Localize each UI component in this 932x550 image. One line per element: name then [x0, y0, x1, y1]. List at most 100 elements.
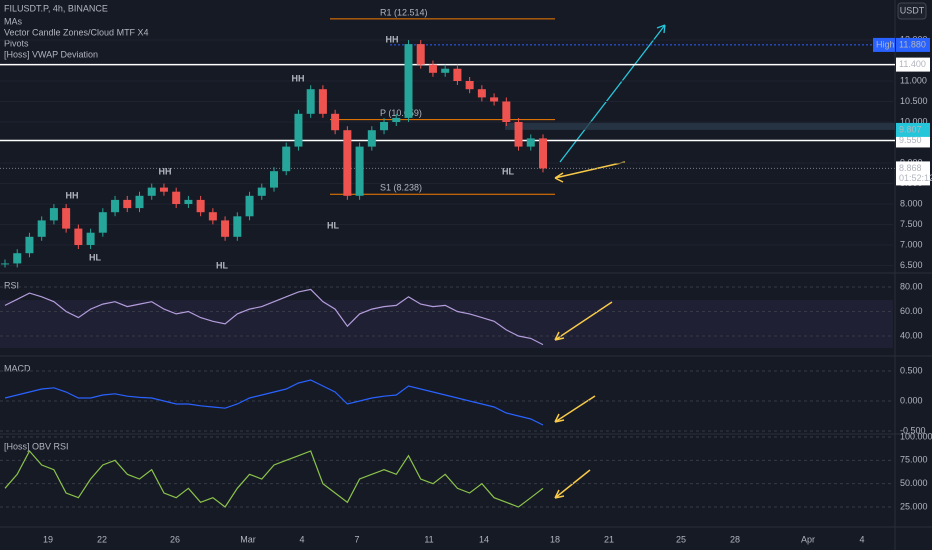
- annotation: HL: [216, 260, 228, 270]
- indicator: Pivots: [4, 38, 29, 48]
- y-tick-label: 7.500: [900, 219, 923, 229]
- x-tick-label: 18: [550, 534, 560, 544]
- price-tag: [896, 122, 930, 137]
- y-tick-label: 6.500: [900, 260, 923, 270]
- y-tick-label: 11.000: [900, 75, 927, 85]
- annotation: HH: [159, 166, 172, 176]
- x-tick-label: Mar: [240, 534, 256, 544]
- y-tick-label: 25.000: [900, 501, 928, 511]
- y-tick-label: 80.00: [900, 281, 923, 291]
- candle: [159, 187, 168, 192]
- candle: [1, 263, 9, 265]
- annotation: HL: [89, 252, 101, 262]
- price-tag-label: 9.807: [899, 124, 922, 134]
- high-price: 11.880: [899, 39, 926, 49]
- candle: [135, 195, 144, 209]
- candle: [380, 122, 389, 131]
- y-tick-label: 0.500: [900, 365, 923, 375]
- pane-title: [Hoss] OBV RSI: [4, 441, 69, 451]
- candle: [74, 228, 83, 245]
- candle: [404, 44, 413, 118]
- high-price-tag: [896, 37, 930, 52]
- candle: [172, 191, 181, 204]
- projection-arrow: [559, 24, 666, 163]
- annotation: HL: [327, 220, 339, 230]
- x-tick-label: 14: [479, 534, 489, 544]
- y-tick-label: 75.000: [900, 455, 928, 465]
- candle: [49, 208, 58, 221]
- candle: [428, 64, 437, 73]
- indicator: Vector Candle Zones/Cloud MTF X4: [4, 27, 149, 37]
- candle: [147, 187, 156, 196]
- candle: [294, 113, 303, 147]
- candle: [477, 89, 486, 98]
- candle: [184, 199, 193, 204]
- candle: [282, 146, 291, 172]
- candle: [306, 89, 315, 114]
- y-tick-label: 10.000: [900, 116, 928, 126]
- x-tick-label: 28: [730, 534, 740, 544]
- candle: [208, 212, 217, 221]
- price-tag: [896, 57, 930, 72]
- x-tick-label: 4: [299, 534, 304, 544]
- y-tick-label: 10.500: [900, 96, 928, 106]
- high-tag: [873, 37, 895, 52]
- y-tick-label: -0.500: [900, 425, 926, 435]
- rsi-line: [4, 288, 544, 346]
- candle: [111, 199, 120, 213]
- x-tick-label: 19: [43, 534, 53, 544]
- currency: USDT: [900, 5, 925, 15]
- pane-title: MACD: [4, 363, 31, 373]
- candle: [25, 236, 34, 254]
- candle: [257, 187, 266, 196]
- candle: [343, 130, 352, 196]
- candle: [13, 253, 22, 264]
- annotation: HL: [502, 166, 514, 176]
- candle: [355, 146, 364, 196]
- candle: [453, 68, 462, 81]
- y-tick-label: 100.000: [900, 431, 932, 441]
- candle: [416, 44, 425, 65]
- x-tick-label: 26: [170, 534, 180, 544]
- candle: [331, 113, 340, 131]
- arrows: [554, 161, 626, 499]
- indicator: [Hoss] VWAP Deviation: [4, 49, 98, 59]
- candle: [98, 212, 107, 233]
- candle: [233, 216, 242, 237]
- x-tick-label: 11: [424, 534, 433, 544]
- pivot-label: S1 (8.238): [380, 183, 422, 193]
- price-tag: [896, 133, 930, 148]
- last-price: 8.868: [899, 163, 922, 173]
- candle: [502, 101, 511, 122]
- candle: [441, 68, 450, 73]
- candle: [196, 199, 205, 213]
- x-tick-label: 25: [676, 534, 686, 544]
- y-tick-label: 40.00: [900, 330, 923, 340]
- pane-title: RSI: [4, 280, 19, 290]
- y-tick-label: 0.000: [900, 395, 923, 405]
- candle: [62, 208, 71, 229]
- annotation: HH: [386, 34, 399, 44]
- annotation: HH: [292, 73, 305, 83]
- y-tick-label: 50.000: [900, 478, 928, 488]
- candle: [514, 122, 523, 147]
- indicator: MAs: [4, 16, 23, 26]
- pivot-label: P (10.059): [380, 108, 422, 118]
- pivot-label: R1 (12.514): [380, 7, 428, 17]
- annotation: HH: [66, 190, 79, 200]
- candle: [526, 138, 535, 147]
- currency-box: [897, 2, 927, 20]
- x-tick-label: 22: [97, 534, 107, 544]
- macd-line: [4, 379, 544, 426]
- candle: [539, 138, 547, 169]
- candle: [490, 97, 499, 102]
- y-tick-label: 60.00: [900, 306, 923, 316]
- countdown: 01:52:12: [899, 173, 932, 183]
- obv-line: [4, 449, 544, 508]
- high-name: High: [876, 39, 895, 49]
- candle: [123, 199, 132, 209]
- x-tick-label: Apr: [801, 534, 815, 544]
- candle: [392, 117, 401, 122]
